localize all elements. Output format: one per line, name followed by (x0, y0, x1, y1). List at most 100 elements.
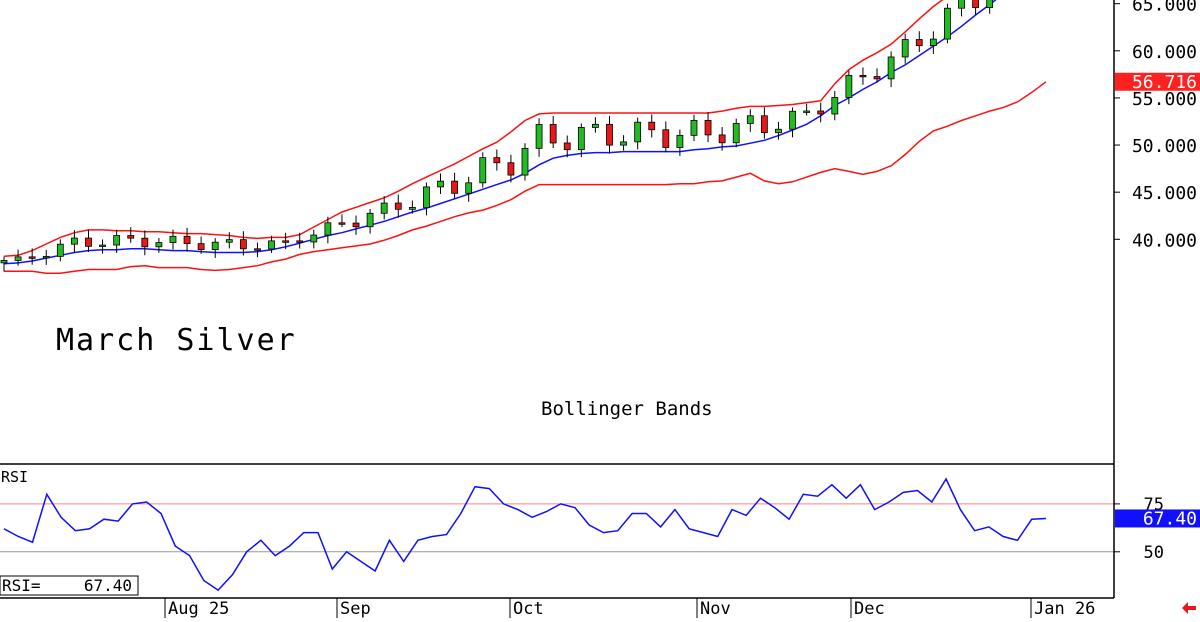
price-candle (296, 232, 304, 249)
price-candle (465, 176, 473, 202)
price-candle (352, 215, 360, 235)
price-candle (789, 107, 796, 138)
price-candle (676, 129, 684, 156)
price-candle (268, 235, 275, 253)
price-candle (169, 229, 177, 250)
rsi-readout-label: RSI= (2, 576, 41, 595)
price-candle (56, 239, 64, 262)
price-label-text: 56.716 (1132, 72, 1197, 93)
price-y-tick-label: 45.000 (1132, 183, 1197, 204)
price-candle (929, 31, 937, 54)
price-candle (845, 70, 853, 105)
x-tick-label: Aug 25 (168, 599, 229, 618)
price-candle (577, 123, 585, 158)
price-candle (254, 242, 261, 258)
price-candle (28, 248, 36, 265)
price-candle (958, 0, 965, 17)
price-y-tick-label: 60.000 (1132, 42, 1197, 63)
price-chart-title: March Silver (56, 323, 297, 358)
price-candle (746, 109, 754, 132)
x-axis: Aug 25 Sep Oct Nov Dec Jan 26 (164, 598, 1095, 619)
price-candle (85, 229, 92, 252)
price-candle (901, 33, 909, 64)
chart-frame: 40.00045.00050.00055.00060.00065.00070.0… (0, 0, 1200, 599)
price-candle (493, 149, 501, 171)
price-candle (225, 232, 233, 249)
price-y-tick-label: 40.000 (1132, 230, 1197, 251)
x-tick-label: Jan 26 (1034, 599, 1095, 618)
price-candle (0, 256, 8, 272)
price-candle (211, 238, 219, 258)
price-candle (803, 103, 811, 116)
price-candle (704, 112, 712, 143)
price-candle (239, 231, 247, 256)
rsi-y-tick-label: 50 (1144, 543, 1164, 563)
lower-band-line (4, 81, 1047, 274)
price-candle (197, 236, 205, 254)
x-tick-label: Nov (700, 599, 731, 618)
price-candle (310, 229, 318, 249)
price-candle (113, 229, 121, 253)
price-candle (915, 31, 923, 53)
left-arrow-icon[interactable] (1182, 602, 1196, 614)
price-y-tick-label: 65.000 (1132, 0, 1197, 16)
price-candle (324, 216, 332, 244)
price-candle (606, 115, 613, 154)
price-candle (479, 152, 487, 188)
price-candle (408, 200, 416, 214)
x-tick-label: Sep (340, 599, 371, 618)
price-y-tick-label: 50.000 (1132, 136, 1197, 157)
price-candle (127, 227, 135, 243)
price-candle (282, 232, 290, 250)
x-tick-label: Dec (854, 599, 885, 618)
price-candle (99, 239, 106, 254)
price-candle (859, 67, 867, 85)
price-candle (831, 90, 839, 121)
price-candle (662, 121, 670, 153)
price-candle (620, 135, 627, 151)
price-candle (718, 127, 726, 151)
price-candle (634, 117, 642, 150)
price-candle (366, 208, 374, 234)
price-candle (873, 68, 881, 83)
price-candle (42, 249, 50, 265)
upper-band-line (3, 0, 944, 258)
price-candle (338, 214, 346, 228)
price-candle (155, 237, 163, 253)
price-candle (423, 182, 430, 216)
price-candle (817, 102, 825, 123)
x-tick-label: Oct (513, 599, 544, 618)
price-candle (380, 196, 388, 220)
price-panel (0, 0, 1047, 274)
price-candle (944, 3, 951, 44)
price-candle (507, 154, 515, 183)
price-label-box: 56.716 (1115, 72, 1200, 93)
price-candle (535, 118, 543, 157)
rsi-line (3, 477, 1047, 592)
price-candle (183, 227, 191, 252)
price-candle (972, 0, 979, 15)
rsi-readout: RSI= 67.40 (0, 575, 139, 596)
bollinger-annotation: Bollinger Bands (541, 398, 713, 420)
price-candle (437, 173, 444, 194)
price-candle (592, 117, 599, 133)
price-candle (760, 107, 768, 139)
price-candle (394, 194, 402, 218)
price-candle (71, 230, 78, 253)
price-candle (14, 249, 22, 266)
rsi-readout-value: 67.40 (84, 576, 132, 595)
price-y-tick-label: 55.000 (1132, 89, 1197, 110)
price-candle (732, 118, 740, 148)
price-candle (648, 114, 656, 138)
rsi-panel (0, 477, 1114, 592)
price-candle (549, 116, 557, 149)
price-candle (521, 143, 529, 181)
rsi-current-label: 67.40 (1115, 508, 1200, 529)
price-candle (451, 172, 458, 200)
price-candle (887, 51, 895, 88)
price-candle (986, 0, 994, 14)
price-candle (775, 121, 782, 140)
price-candle (141, 230, 149, 256)
